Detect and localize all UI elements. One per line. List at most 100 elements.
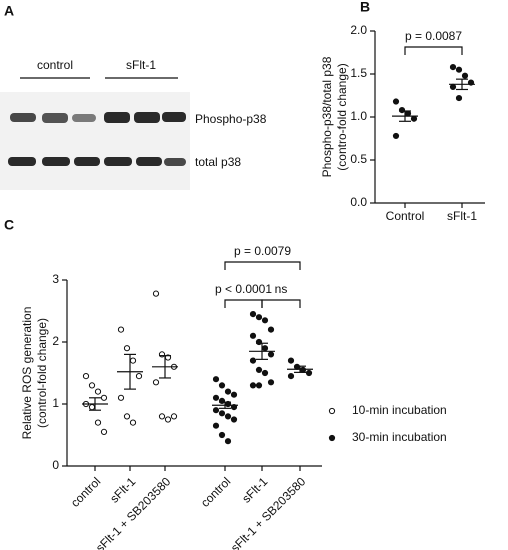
data-point (230, 391, 238, 398)
legend-marker (328, 407, 336, 415)
data-point (261, 369, 269, 377)
data-point (293, 363, 301, 370)
significance-label: p = 0.0087 (405, 29, 462, 43)
significance-label: p = 0.0079 (234, 244, 291, 258)
significance-bracket (404, 46, 463, 55)
y-axis-label: (control-fold change) (35, 318, 49, 428)
blot-image (0, 92, 190, 190)
data-point (249, 311, 257, 318)
data-point (455, 94, 463, 102)
data-point (212, 376, 220, 383)
data-point (392, 132, 400, 140)
significance-label: ns (275, 282, 288, 296)
legend-marker (328, 434, 336, 442)
data-point (255, 382, 263, 389)
panel-label: B (360, 0, 370, 15)
data-point (218, 410, 226, 417)
y-tick-label: 2 (52, 334, 59, 348)
y-tick-label: 2.0 (350, 23, 367, 37)
data-point (212, 407, 220, 414)
data-point (398, 107, 406, 114)
data-point (249, 332, 257, 339)
data-point (88, 404, 96, 411)
x-tick-label: sFlt-1 (447, 209, 477, 223)
data-point (164, 416, 172, 423)
data-point (94, 388, 102, 395)
data-point (255, 314, 263, 321)
data-point (299, 366, 307, 373)
data-point (305, 369, 313, 377)
data-point (117, 326, 125, 333)
data-point (261, 317, 269, 324)
band-label: Phospho-p38 (195, 112, 267, 126)
x-tick-label: control (198, 474, 233, 509)
data-point (224, 388, 232, 395)
data-point (212, 422, 220, 429)
y-tick-label: 0.0 (350, 195, 367, 209)
data-point (152, 379, 160, 386)
data-point (135, 373, 143, 380)
data-point (267, 351, 275, 358)
data-point (449, 64, 457, 71)
y-tick-label: 0.5 (350, 152, 367, 166)
data-point (123, 413, 131, 420)
data-point (123, 345, 131, 352)
panel-label: A (4, 3, 14, 19)
data-point (224, 438, 232, 445)
x-tick-label: sFlt-1 (107, 474, 138, 505)
y-tick-label: 3 (52, 272, 59, 286)
panel-label: C (4, 217, 14, 233)
data-point (94, 419, 102, 426)
data-point (267, 379, 275, 386)
data-point (212, 394, 220, 401)
data-point (170, 413, 178, 420)
data-point (392, 98, 400, 105)
data-point (88, 382, 96, 389)
y-tick-label: 1.5 (350, 66, 367, 80)
y-tick-label: 0 (52, 458, 59, 472)
y-tick-label: 1 (52, 396, 59, 410)
data-point (100, 428, 108, 435)
data-point (129, 419, 137, 426)
data-point (449, 83, 457, 91)
group-label: control (37, 58, 73, 72)
data-point (267, 326, 275, 333)
significance-bracket (224, 261, 301, 270)
data-point (152, 290, 160, 297)
data-point (287, 373, 295, 380)
data-point (249, 382, 257, 389)
data-point (129, 357, 137, 364)
group-label: sFlt-1 (126, 58, 156, 72)
data-point (261, 345, 269, 352)
bands (8, 112, 186, 166)
data-point (461, 72, 469, 79)
y-axis-label: (contro-fold change) (335, 63, 349, 170)
significance-bracket (224, 299, 263, 308)
significance-label: p < 0.0001 (215, 282, 272, 296)
y-axis-label: Phospho-p38/total p38 (320, 56, 334, 177)
legend-label: 30-min incubation (352, 430, 447, 444)
data-point (100, 394, 108, 401)
data-point (249, 357, 257, 364)
data-point (455, 66, 463, 73)
band-label: total p38 (195, 155, 241, 169)
x-tick-label: sFlt-1 (239, 474, 270, 505)
data-point (287, 357, 295, 364)
data-point (255, 366, 263, 373)
data-point (404, 110, 412, 117)
data-point (158, 413, 166, 420)
legend-label: 10-min incubation (352, 403, 447, 417)
data-point (82, 373, 90, 380)
x-tick-label: control (68, 474, 103, 509)
x-tick-label: Control (386, 209, 425, 223)
data-point (218, 382, 226, 389)
data-point (218, 431, 226, 439)
data-point (410, 115, 418, 122)
y-axis-label: Relative ROS generation (20, 307, 34, 440)
data-point (224, 413, 232, 420)
data-point (117, 394, 125, 401)
significance-bracket (261, 299, 301, 308)
y-tick-label: 1.0 (350, 109, 367, 123)
data-point (230, 416, 238, 423)
